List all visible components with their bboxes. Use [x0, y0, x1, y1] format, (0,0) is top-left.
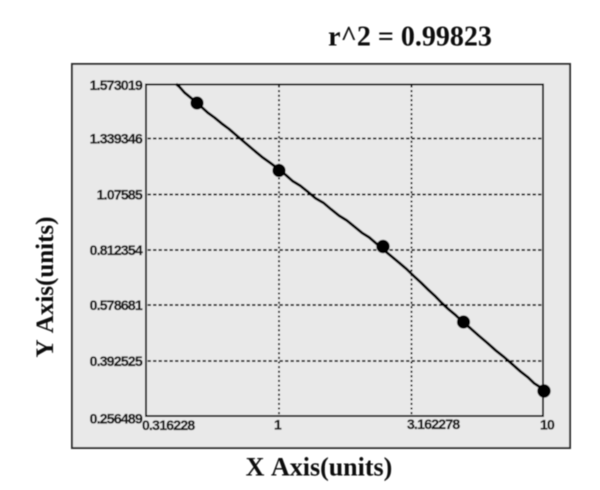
svg-text:X Axis(units): X Axis(units) [246, 453, 393, 482]
svg-text:0.256489: 0.256489 [90, 411, 143, 427]
svg-text:0.392525: 0.392525 [90, 353, 143, 369]
svg-text:0.812354: 0.812354 [90, 242, 143, 258]
svg-text:3.162278: 3.162278 [407, 416, 460, 432]
svg-text:0.316228: 0.316228 [142, 417, 195, 433]
svg-text:1.07585: 1.07585 [97, 187, 143, 203]
svg-text:0.578681: 0.578681 [90, 297, 143, 313]
svg-text:r^2 = 0.99823: r^2 = 0.99823 [328, 22, 492, 53]
svg-text:1.573019: 1.573019 [90, 77, 143, 93]
svg-text:10: 10 [540, 417, 555, 433]
svg-text:1: 1 [274, 417, 282, 433]
svg-text:Y Axis(units): Y Axis(units) [32, 217, 59, 358]
svg-text:1.339346: 1.339346 [90, 131, 143, 147]
